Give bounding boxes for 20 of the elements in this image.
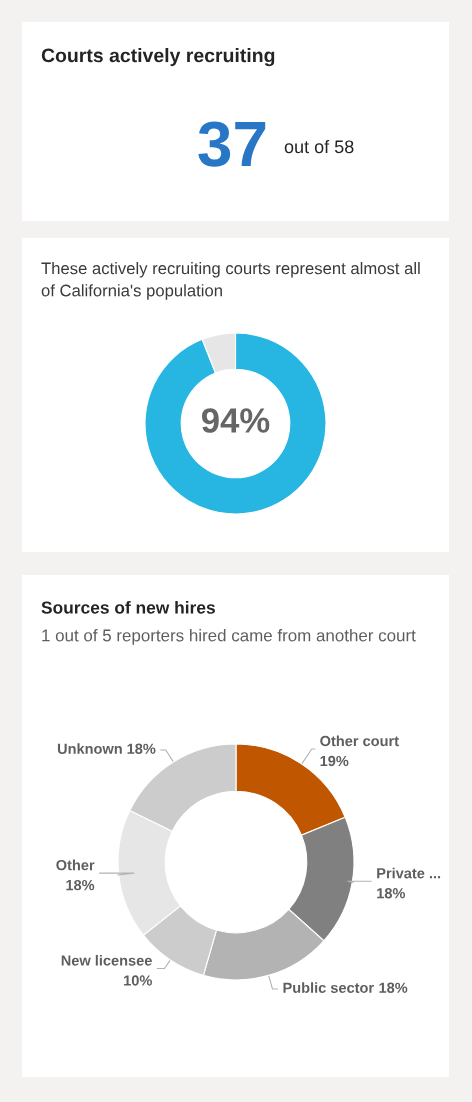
data-label: 10% [124, 975, 152, 986]
data-label: 18% [379, 982, 408, 993]
data-label: 18% [377, 888, 406, 899]
slice-label: Public sector [283, 982, 374, 993]
text: 37 [198, 121, 266, 167]
chart-title: Sources of new hires [41, 601, 215, 614]
data-label: 19% [320, 755, 349, 767]
slice-label: Unknown [57, 743, 122, 754]
slice-label: Other court [320, 735, 399, 747]
data-label: 18% [66, 879, 95, 891]
data-label: 18% [127, 743, 156, 754]
chart-subtitle: 1 out of 5 reporters hired came from another court [42, 629, 416, 645]
slice-label: Other [56, 859, 95, 871]
text: Courts actively recruiting [41, 48, 275, 67]
donut-slice [144, 332, 327, 515]
slice-label: New licensee [61, 954, 152, 966]
slice-label: Private ... [377, 867, 441, 879]
text: 94% [201, 408, 270, 433]
chart-title: These actively recruiting courts represent almost all of California's population [41, 262, 420, 300]
text: out of 58 [284, 139, 354, 154]
